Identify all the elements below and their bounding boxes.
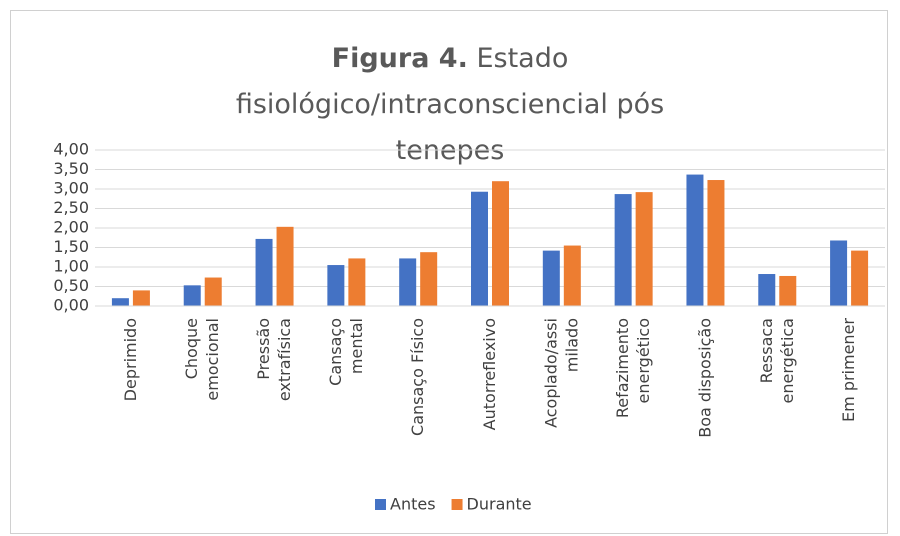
y-tick-label: 1,00 xyxy=(53,257,89,276)
y-tick-label: 0,50 xyxy=(53,276,89,295)
bar xyxy=(686,174,704,306)
y-tick-label: 1,50 xyxy=(53,237,89,256)
bar xyxy=(614,194,632,306)
x-tick-label: Boa disposição xyxy=(695,318,714,438)
x-tick-label: Cansaço Físico xyxy=(408,318,427,436)
bar xyxy=(348,258,366,306)
y-tick-label: 3,00 xyxy=(53,179,89,198)
legend-swatch xyxy=(375,499,386,510)
bar xyxy=(327,265,345,306)
chart-frame xyxy=(10,10,888,534)
x-tick-label: Autorreflexivo xyxy=(480,318,499,430)
x-tick-label: Acoplado/assi milado xyxy=(541,318,581,428)
x-tick-label: Pressão extrafísica xyxy=(254,318,294,401)
bar xyxy=(420,252,438,306)
bar xyxy=(255,238,273,306)
bar xyxy=(399,258,417,306)
y-tick-label: 0,00 xyxy=(53,296,89,315)
y-tick-label: 2,50 xyxy=(53,198,89,217)
bar xyxy=(707,180,725,306)
x-tick-label: Choque emocional xyxy=(182,318,222,401)
bar xyxy=(471,191,488,306)
legend-label: Durante xyxy=(467,495,532,514)
bar xyxy=(635,192,653,306)
title-bold: Figura 4. xyxy=(331,43,468,74)
x-tick-label: Cansaço mental xyxy=(325,318,365,386)
bar xyxy=(542,250,560,306)
legend-swatch xyxy=(451,499,463,510)
bar xyxy=(758,274,776,306)
bar xyxy=(276,226,294,306)
bar xyxy=(779,275,797,306)
x-tick-label: Ressaca energética xyxy=(756,318,796,403)
bar xyxy=(492,181,509,306)
bar xyxy=(183,285,201,306)
y-tick-label: 4,00 xyxy=(53,140,89,159)
legend-label: Antes xyxy=(390,495,436,514)
bar xyxy=(204,277,222,306)
bar xyxy=(851,250,869,306)
y-tick-label: 2,00 xyxy=(53,218,89,237)
bar xyxy=(830,240,848,306)
x-tick-label: Refazimento energético xyxy=(613,318,653,418)
bar xyxy=(111,298,129,306)
bar xyxy=(132,290,150,306)
x-tick-label: Deprimido xyxy=(120,318,139,401)
bar xyxy=(563,245,581,306)
x-tick-label: Em primener xyxy=(839,318,858,422)
y-tick-label: 3,50 xyxy=(53,159,89,178)
